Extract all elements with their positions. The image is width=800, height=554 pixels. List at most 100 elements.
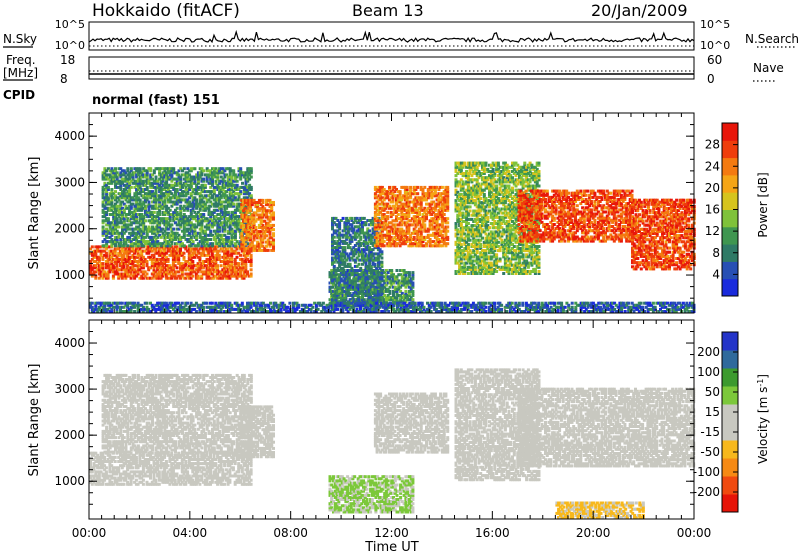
range-gate-cell — [356, 296, 360, 300]
range-gate-cell — [144, 173, 147, 177]
range-gate-cell — [219, 276, 223, 280]
range-gate-cell — [166, 242, 170, 246]
range-gate-cell — [115, 206, 119, 210]
range-gate-cell — [124, 249, 128, 253]
range-gate-cell — [136, 206, 140, 210]
range-gate-cell — [106, 198, 110, 202]
range-gate-cell — [144, 240, 147, 244]
range-gate-cell — [114, 171, 117, 175]
range-gate-cell — [250, 223, 254, 227]
range-gate-cell — [168, 264, 172, 268]
range-gate-cell — [249, 169, 253, 173]
range-gate-cell — [228, 188, 232, 191]
range-gate-cell — [144, 210, 147, 214]
range-gate-cell — [406, 294, 410, 297]
range-gate-cell — [198, 257, 202, 261]
range-gate-cell — [147, 249, 151, 253]
nsearch-tick-top: 10^5 — [700, 18, 730, 31]
range-gate-cell — [105, 223, 109, 227]
range-gate-cell — [105, 198, 109, 202]
range-gate-cell — [120, 247, 124, 251]
range-gate-cell — [126, 238, 130, 241]
range-gate-cell — [166, 268, 170, 272]
range-gate-cell — [225, 181, 229, 185]
range-gate-cell — [375, 285, 379, 289]
range-gate-cell — [189, 213, 193, 216]
range-gate-cell — [357, 221, 361, 225]
range-gate-cell — [343, 241, 347, 245]
range-gate-cell — [395, 208, 398, 212]
range-gate-cell — [179, 181, 183, 185]
range-gate-cell — [207, 272, 211, 276]
range-gate-cell — [200, 213, 204, 216]
range-gate-cell — [373, 185, 377, 189]
range-gate-cell — [203, 270, 207, 274]
range-gate-cell — [375, 298, 379, 302]
range-gate-cell — [112, 242, 116, 246]
range-gate-cell — [217, 270, 221, 274]
range-gate-cell — [138, 217, 142, 221]
range-gate-cell — [154, 177, 158, 181]
range-gate-cell — [212, 167, 216, 171]
range-gate-cell — [242, 240, 245, 244]
range-gate-cell — [338, 262, 342, 266]
range-gate-cell — [339, 219, 343, 222]
range-gate-cell — [191, 260, 195, 263]
range-gate-cell — [219, 215, 223, 219]
range-gate-cell — [196, 192, 200, 196]
range-gate-cell — [240, 260, 244, 263]
range-gate-cell — [189, 217, 193, 221]
range-gate-cell — [182, 225, 186, 229]
range-gate-cell — [179, 225, 183, 229]
range-gate-cell — [225, 238, 229, 241]
range-gate-cell — [115, 272, 119, 276]
range-gate-cell — [114, 167, 117, 171]
range-gate-cell — [163, 185, 167, 189]
range-gate-cell — [128, 188, 132, 191]
range-gate-cell — [166, 200, 170, 204]
range-gate-cell — [331, 252, 334, 256]
range-gate-cell — [177, 175, 181, 179]
range-gate-cell — [120, 266, 124, 270]
range-gate-cell — [346, 229, 350, 233]
range-gate-cell — [228, 227, 232, 231]
range-gate-cell — [270, 207, 274, 211]
range-gate-cell — [170, 192, 174, 196]
range-gate-cell — [165, 196, 169, 200]
range-gate-cell — [210, 249, 214, 253]
range-gate-cell — [386, 289, 390, 293]
range-gate-cell — [113, 260, 117, 263]
range-gate-cell — [256, 244, 260, 248]
range-gate-cell — [189, 229, 193, 233]
range-gate-cell — [94, 276, 98, 280]
range-gate-cell — [140, 208, 144, 212]
range-gate-cell — [373, 241, 377, 245]
range-gate-cell — [179, 183, 183, 187]
range-gate-cell — [257, 215, 261, 219]
range-gate-cell — [219, 194, 223, 198]
range-gate-cell — [382, 208, 386, 212]
range-gate-cell — [164, 251, 168, 255]
range-gate-cell — [168, 238, 172, 241]
range-gate-cell — [363, 287, 367, 291]
range-gate-cell — [334, 250, 338, 254]
range-gate-cell — [239, 266, 242, 270]
range-gate-cell — [339, 296, 343, 300]
range-gate-cell — [122, 202, 126, 206]
range-gate-cell — [250, 201, 254, 204]
range-gate-cell — [142, 188, 146, 191]
range-gate-cell — [92, 264, 96, 268]
range-gate-cell — [135, 188, 139, 191]
range-gate-cell — [149, 175, 153, 179]
range-gate-cell — [247, 228, 251, 232]
range-gate-cell — [166, 231, 170, 235]
range-gate-cell — [332, 231, 336, 235]
range-gate-cell — [114, 240, 117, 244]
range-gate-cell — [154, 249, 158, 253]
range-gate-cell — [248, 173, 252, 177]
range-gate-cell — [189, 266, 193, 270]
range-gate-cell — [216, 253, 220, 257]
range-gate-cell — [201, 249, 205, 253]
range-gate-cell — [393, 185, 397, 189]
range-gate-cell — [351, 298, 355, 302]
